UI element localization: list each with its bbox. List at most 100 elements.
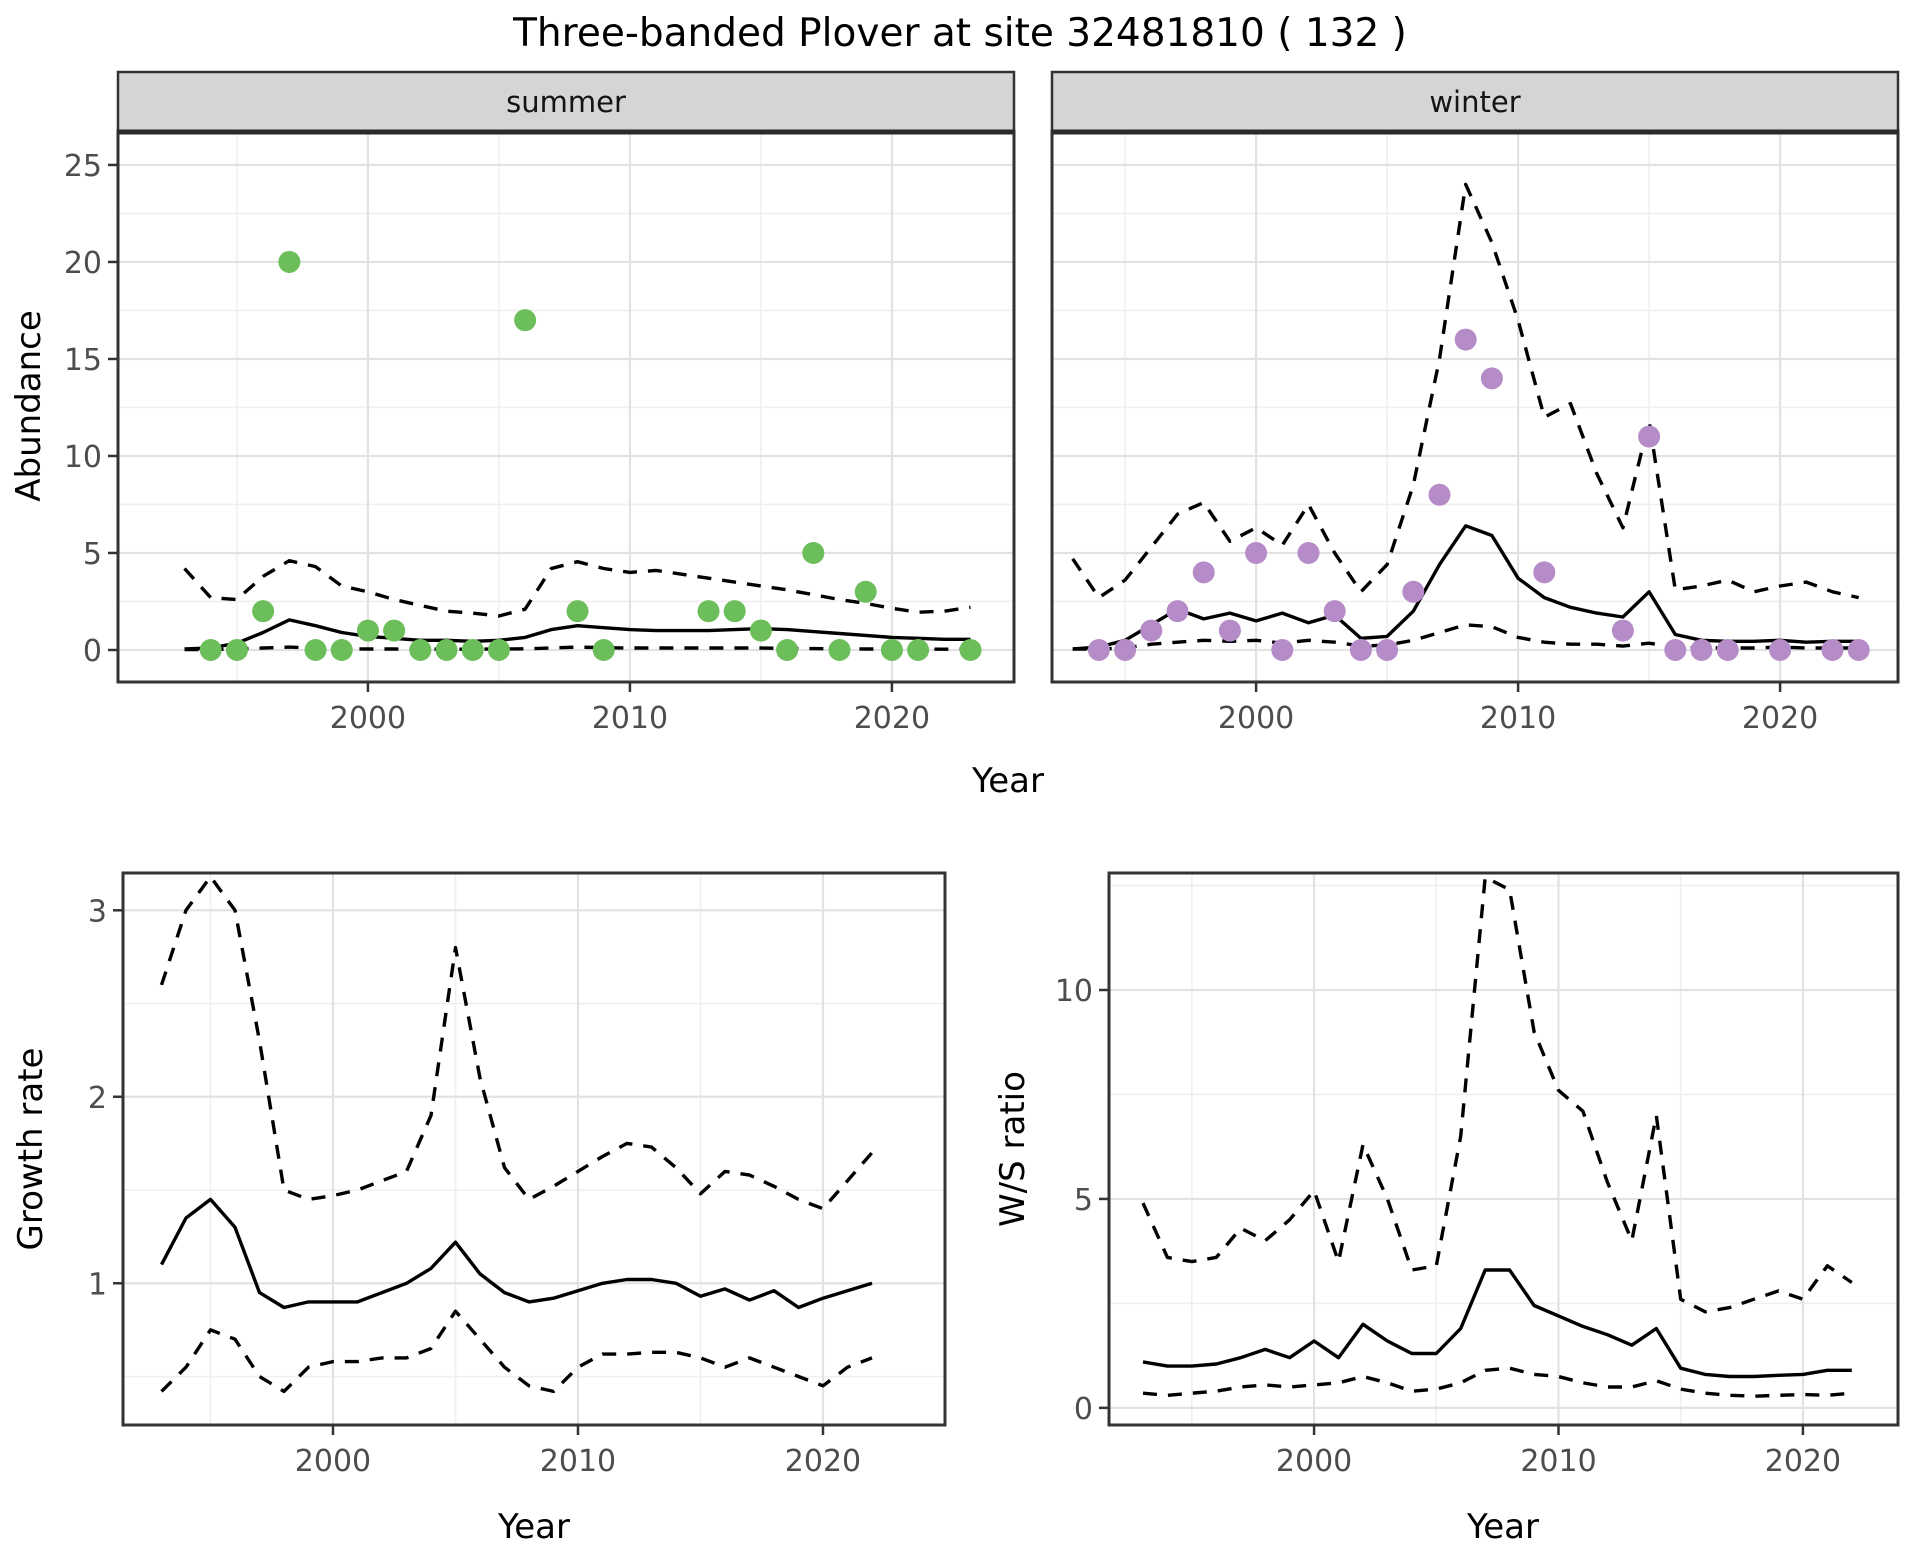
tick-label-x: 2020 (1765, 1444, 1841, 1479)
tick-label-y: 10 (64, 440, 102, 475)
facet-strip-summer: summer (116, 70, 1016, 133)
tick-label-x: 2010 (1520, 1444, 1596, 1479)
data-point (959, 638, 982, 661)
data-point (1087, 638, 1110, 661)
panel-border (1107, 871, 1900, 1427)
panel-ws-ratio: 2000 2010 2020 0 5 10 (1055, 871, 1900, 1479)
data-point (1192, 561, 1215, 584)
axis-title-year-growth: Year (497, 1507, 570, 1547)
data-point (1480, 367, 1503, 390)
panel-abundance-summer: 2000 2010 2020 0 5 10 15 20 25 (64, 129, 1016, 736)
data-point (1821, 638, 1844, 661)
data-point (1847, 638, 1870, 661)
data-point (1140, 619, 1163, 642)
tick-label-y: 10 (1055, 974, 1093, 1009)
tick-label-y: 5 (1074, 1183, 1093, 1218)
data-point (1218, 619, 1241, 642)
tick-label-x: 2010 (1480, 701, 1556, 736)
tick-label-y: 20 (64, 246, 102, 281)
data-point (1271, 638, 1294, 661)
data-point (225, 638, 248, 661)
data-point (278, 250, 301, 273)
panel-abundance-winter: 2000 2010 2020 (1050, 129, 1900, 736)
tick-label-y: 15 (64, 343, 102, 378)
data-point (1166, 600, 1189, 623)
axis-title-growth-rate: Growth rate (11, 1048, 51, 1251)
data-point (592, 638, 615, 661)
axis-title-year-top: Year (971, 761, 1044, 801)
data-point (749, 619, 772, 642)
ci-upper-line (159, 875, 874, 1211)
tick-label-x: 2010 (540, 1444, 616, 1479)
data-point (1716, 638, 1739, 661)
strip-box-summer (116, 70, 1016, 133)
axis-title-ws-ratio: W/S ratio (993, 1071, 1033, 1227)
data-point (776, 638, 799, 661)
ci-upper-line (1071, 182, 1860, 600)
data-point (854, 580, 877, 603)
data-point (1297, 541, 1320, 564)
panel-background (123, 873, 945, 1425)
data-point (1428, 483, 1451, 506)
axis-title-abundance: Abundance (9, 310, 49, 502)
data-point (1114, 638, 1137, 661)
panel-border (121, 871, 947, 1427)
estimate-line (1142, 1268, 1852, 1379)
tick-label-x: 2000 (295, 1444, 371, 1479)
data-point (1376, 638, 1399, 661)
data-point (1245, 541, 1268, 564)
strip-box-winter (1050, 70, 1900, 133)
data-point (487, 638, 510, 661)
estimate-line (184, 618, 971, 651)
tick-label-y: 25 (64, 149, 102, 184)
ci-lower-line (160, 1309, 873, 1394)
strip-label-winter: winter (1429, 85, 1520, 119)
data-point (330, 638, 353, 661)
tick-label-x: 2000 (1276, 1444, 1352, 1479)
data-point (880, 638, 903, 661)
data-point (1349, 638, 1372, 661)
tick-label-y: 0 (83, 634, 102, 669)
tick-label-y: 1 (88, 1267, 107, 1302)
tick-label-x: 2020 (1742, 701, 1818, 736)
data-point (802, 541, 825, 564)
tick-label-x: 2020 (854, 701, 930, 736)
data-point (383, 619, 406, 642)
data-point (199, 638, 222, 661)
panel-growth-rate: 2000 2010 2020 1 2 3 (88, 871, 947, 1479)
data-point (723, 600, 746, 623)
tick-label-y: 0 (1074, 1392, 1093, 1427)
tick-label-x: 2010 (592, 701, 668, 736)
data-point (828, 638, 851, 661)
strip-label-summer: summer (506, 85, 626, 119)
panel-background (1109, 873, 1898, 1425)
tick-label-y: 5 (83, 537, 102, 572)
data-point (304, 638, 327, 661)
tick-label-x: 2000 (1218, 701, 1294, 736)
data-point (566, 600, 589, 623)
data-point (1454, 328, 1477, 351)
data-point (1664, 638, 1687, 661)
ci-upper-line (183, 559, 971, 618)
data-point (514, 309, 537, 332)
data-point (1402, 580, 1425, 603)
estimate-line (159, 1197, 873, 1310)
tick-label-x: 2020 (785, 1444, 861, 1479)
ci-upper-line (1141, 875, 1853, 1314)
data-point (907, 638, 930, 661)
data-point (1769, 638, 1792, 661)
tick-label-y: 3 (88, 894, 107, 929)
facet-strip-winter: winter (1050, 70, 1900, 133)
tick-label-x: 2000 (330, 701, 406, 736)
axis-title-year-ws: Year (1466, 1507, 1539, 1547)
data-point (252, 600, 275, 623)
data-point (1611, 619, 1634, 642)
data-point (1638, 425, 1661, 448)
data-point (697, 600, 720, 623)
data-point (1533, 561, 1556, 584)
data-point (435, 638, 458, 661)
data-point (1323, 600, 1346, 623)
data-point (356, 619, 379, 642)
